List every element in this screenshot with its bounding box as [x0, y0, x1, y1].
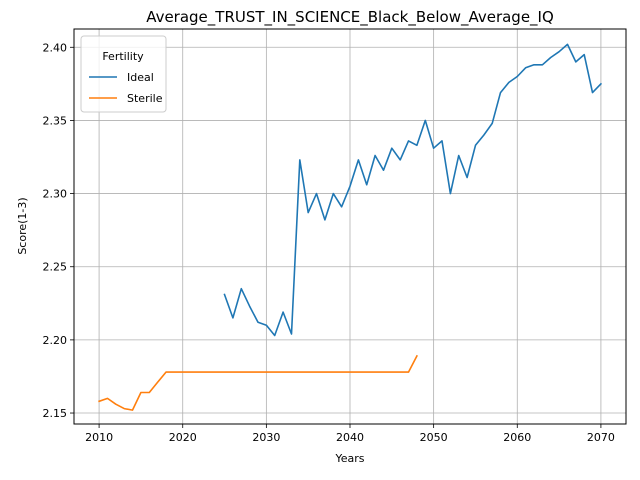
y-tick-label: 2.20: [43, 334, 68, 347]
x-axis-label: Years: [334, 452, 364, 465]
x-tick-label: 2030: [252, 431, 280, 444]
series-lines: [98, 43, 603, 411]
legend-label-sterile: Sterile: [127, 92, 163, 105]
y-tick-label: 2.25: [43, 261, 68, 274]
series-line-sterile: [98, 354, 418, 411]
x-tick-label: 2050: [420, 431, 448, 444]
legend: Fertility Ideal Sterile: [80, 35, 167, 113]
y-tick-label: 2.30: [43, 188, 68, 201]
x-tick-label: 2070: [587, 431, 615, 444]
x-tick-label: 2040: [336, 431, 364, 444]
y-tick-label: 2.35: [43, 114, 68, 127]
x-tick-label: 2020: [169, 431, 197, 444]
series-line-ideal: [223, 43, 603, 337]
x-axis-ticks: 2010 2020 2030 2040 2050 2060 2070: [85, 424, 615, 444]
y-axis-ticks: 2.15 2.20 2.25 2.30 2.35 2.40: [43, 41, 74, 420]
x-tick-label: 2060: [503, 431, 531, 444]
y-axis-label: Score(1-3): [16, 197, 29, 254]
grid-lines: [74, 29, 626, 424]
legend-box: [80, 35, 167, 113]
y-tick-label: 2.40: [43, 41, 68, 54]
legend-label-ideal: Ideal: [127, 71, 154, 84]
x-tick-label: 2010: [85, 431, 113, 444]
y-tick-label: 2.15: [43, 407, 68, 420]
chart-title: Average_TRUST_IN_SCIENCE_Black_Below_Ave…: [146, 8, 554, 27]
legend-title: Fertility: [102, 50, 144, 63]
